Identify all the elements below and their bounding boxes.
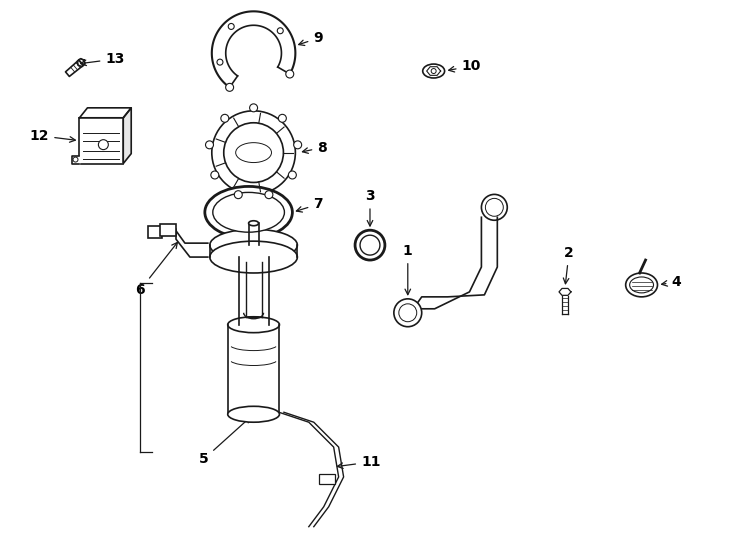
Circle shape	[399, 304, 417, 322]
Circle shape	[294, 141, 302, 149]
Circle shape	[234, 191, 242, 199]
Text: 7: 7	[297, 197, 323, 212]
Circle shape	[277, 28, 283, 33]
Text: 6: 6	[135, 242, 178, 297]
Text: 2: 2	[563, 246, 574, 284]
Circle shape	[394, 299, 422, 327]
Circle shape	[278, 114, 286, 122]
Text: 4: 4	[661, 275, 681, 289]
Text: 12: 12	[30, 129, 76, 143]
Circle shape	[360, 235, 380, 255]
Circle shape	[355, 230, 385, 260]
Circle shape	[228, 23, 234, 30]
Polygon shape	[71, 156, 79, 164]
Circle shape	[286, 70, 294, 78]
Circle shape	[217, 59, 223, 65]
Text: 1: 1	[403, 244, 413, 295]
Circle shape	[288, 171, 297, 179]
Ellipse shape	[236, 143, 272, 163]
FancyBboxPatch shape	[148, 226, 162, 238]
Circle shape	[265, 191, 273, 199]
Circle shape	[212, 111, 295, 194]
Ellipse shape	[228, 406, 280, 422]
Polygon shape	[559, 288, 571, 295]
Ellipse shape	[210, 241, 297, 273]
Circle shape	[250, 104, 258, 112]
Ellipse shape	[228, 317, 280, 333]
Polygon shape	[79, 108, 131, 118]
FancyBboxPatch shape	[319, 474, 335, 484]
Ellipse shape	[205, 186, 292, 238]
Circle shape	[98, 140, 109, 150]
Ellipse shape	[625, 273, 658, 297]
Circle shape	[73, 157, 78, 162]
Polygon shape	[401, 217, 498, 317]
Text: 8: 8	[302, 140, 327, 154]
Polygon shape	[426, 67, 440, 76]
FancyBboxPatch shape	[160, 224, 176, 236]
Polygon shape	[77, 59, 85, 66]
FancyBboxPatch shape	[79, 118, 123, 164]
Ellipse shape	[213, 192, 285, 232]
Circle shape	[206, 141, 214, 149]
Text: 10: 10	[448, 59, 481, 73]
Polygon shape	[123, 108, 131, 164]
Polygon shape	[65, 60, 84, 77]
Ellipse shape	[210, 229, 297, 261]
Circle shape	[211, 171, 219, 179]
Circle shape	[221, 114, 229, 122]
Ellipse shape	[249, 221, 258, 226]
Ellipse shape	[630, 277, 653, 293]
Circle shape	[224, 123, 283, 183]
Circle shape	[485, 198, 504, 217]
Text: 5: 5	[199, 417, 250, 466]
Circle shape	[482, 194, 507, 220]
Ellipse shape	[423, 64, 445, 78]
Circle shape	[431, 69, 436, 73]
Text: 3: 3	[366, 190, 375, 226]
Text: 9: 9	[299, 31, 323, 45]
Text: 13: 13	[81, 52, 125, 66]
Text: 11: 11	[338, 455, 380, 469]
Circle shape	[225, 83, 233, 91]
